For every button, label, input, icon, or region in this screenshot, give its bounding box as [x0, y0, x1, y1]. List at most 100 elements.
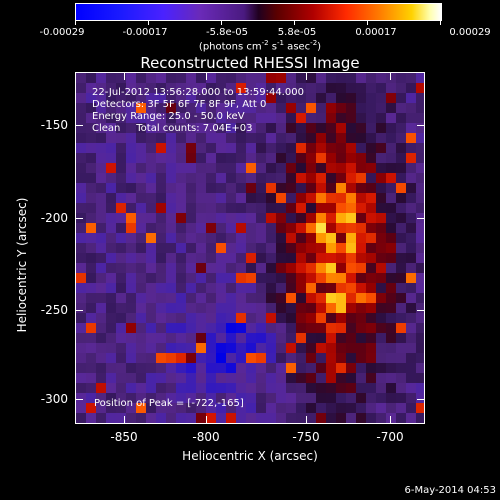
- heatmap-cell: [96, 223, 106, 233]
- heatmap-cell: [246, 253, 256, 263]
- rhessi-image[interactable]: [75, 72, 425, 424]
- heatmap-cell: [76, 153, 86, 163]
- heatmap-cell: [216, 133, 226, 143]
- heatmap-cell: [266, 143, 276, 153]
- heatmap-cell: [116, 343, 126, 353]
- heatmap-cell: [76, 183, 86, 193]
- heatmap-cell: [246, 73, 256, 83]
- heatmap-cell: [146, 123, 156, 133]
- heatmap-cell: [356, 413, 366, 423]
- heatmap-cell: [216, 293, 226, 303]
- heatmap-cell: [176, 423, 186, 424]
- heatmap-cell: [266, 363, 276, 373]
- heatmap-cell: [186, 183, 196, 193]
- heatmap-cell: [186, 393, 196, 403]
- heatmap-cell: [76, 373, 86, 383]
- heatmap-cell: [396, 423, 406, 424]
- heatmap-cell: [106, 353, 116, 363]
- heatmap-cell: [286, 93, 296, 103]
- x-tick: [390, 416, 391, 424]
- heatmap-cell: [306, 273, 316, 283]
- heatmap-cell: [326, 73, 336, 83]
- heatmap-cell: [106, 103, 116, 113]
- heatmap-cell: [246, 303, 256, 313]
- heatmap-cell: [276, 413, 286, 423]
- heatmap-cell: [246, 203, 256, 213]
- heatmap-cell: [106, 313, 116, 323]
- heatmap-cell: [356, 263, 366, 273]
- heatmap-cell: [276, 193, 286, 203]
- heatmap-cell: [146, 263, 156, 273]
- heatmap-cell: [276, 93, 286, 103]
- heatmap-cell: [216, 213, 226, 223]
- heatmap-cell: [236, 243, 246, 253]
- heatmap-cell: [356, 183, 366, 193]
- heatmap-cell: [376, 363, 386, 373]
- heatmap-cell: [346, 383, 356, 393]
- heatmap-cell: [206, 363, 216, 373]
- heatmap-cell: [336, 303, 346, 313]
- heatmap-cell: [326, 353, 336, 363]
- heatmap-cell: [176, 403, 186, 413]
- heatmap-cell: [106, 223, 116, 233]
- heatmap-cell: [116, 203, 126, 213]
- heatmap-cell: [296, 253, 306, 263]
- heatmap-cell: [176, 223, 186, 233]
- heatmap-cell: [246, 423, 256, 424]
- heatmap-cell: [316, 203, 326, 213]
- heatmap-cell: [416, 323, 424, 333]
- heatmap-cell: [236, 383, 246, 393]
- heatmap-cell: [266, 183, 276, 193]
- heatmap-cell: [286, 113, 296, 123]
- heatmap-cell: [306, 93, 316, 103]
- heatmap-cell: [226, 233, 236, 243]
- heatmap-cell: [296, 383, 306, 393]
- heatmap-cell: [366, 73, 376, 83]
- heatmap-cell: [206, 233, 216, 243]
- heatmap-cell: [306, 123, 316, 133]
- heatmap-cell: [96, 183, 106, 193]
- heatmap-cell: [76, 233, 86, 243]
- heatmap-cell: [86, 143, 96, 153]
- heatmap-cell: [396, 303, 406, 313]
- heatmap-cell: [296, 143, 306, 153]
- heatmap-cell: [186, 243, 196, 253]
- heatmap-cell: [236, 113, 246, 123]
- heatmap-cell: [356, 283, 366, 293]
- heatmap-cell: [366, 223, 376, 233]
- heatmap-cell: [376, 193, 386, 203]
- heatmap-cell: [136, 153, 146, 163]
- heatmap-cell: [346, 183, 356, 193]
- heatmap-cell: [76, 303, 86, 313]
- heatmap-cell: [136, 233, 146, 243]
- heatmap-cell: [296, 113, 306, 123]
- heatmap-cell: [206, 343, 216, 353]
- heatmap-cell: [136, 123, 146, 133]
- heatmap-cell: [326, 263, 336, 273]
- heatmap-cell: [386, 363, 396, 373]
- heatmap-cell: [256, 243, 266, 253]
- y-tick: [417, 218, 425, 219]
- heatmap-cell: [326, 343, 336, 353]
- heatmap-cell: [166, 203, 176, 213]
- heatmap-cell: [186, 83, 196, 93]
- heatmap-cell: [176, 343, 186, 353]
- heatmap-cell: [166, 363, 176, 373]
- heatmap-cell: [266, 413, 276, 423]
- heatmap-cell: [296, 83, 306, 93]
- heatmap-cell: [326, 333, 336, 343]
- heatmap-cell: [206, 413, 216, 423]
- heatmap-cell: [96, 423, 106, 424]
- heatmap-cell: [126, 243, 136, 253]
- heatmap-cell: [346, 333, 356, 343]
- heatmap-cell: [156, 363, 166, 373]
- heatmap-cell: [316, 273, 326, 283]
- heatmap-cell: [356, 113, 366, 123]
- heatmap-cell: [216, 353, 226, 363]
- heatmap-cell: [256, 193, 266, 203]
- heatmap-cell: [336, 193, 346, 203]
- heatmap-cell: [336, 353, 346, 363]
- heatmap-cell: [336, 153, 346, 163]
- y-tick: [75, 399, 83, 400]
- heatmap-cell: [386, 353, 396, 363]
